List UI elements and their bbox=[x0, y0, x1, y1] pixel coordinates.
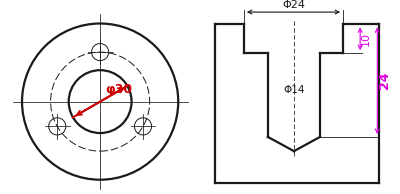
Text: 24: 24 bbox=[378, 72, 391, 89]
Text: φ30: φ30 bbox=[105, 83, 132, 96]
Bar bbox=[215, 24, 379, 183]
Polygon shape bbox=[268, 137, 320, 151]
Text: 10: 10 bbox=[361, 32, 371, 46]
Text: Φ24: Φ24 bbox=[282, 0, 305, 10]
Text: Φ14: Φ14 bbox=[283, 85, 305, 95]
Bar bbox=[268, 53, 320, 137]
Bar bbox=[244, 24, 343, 53]
